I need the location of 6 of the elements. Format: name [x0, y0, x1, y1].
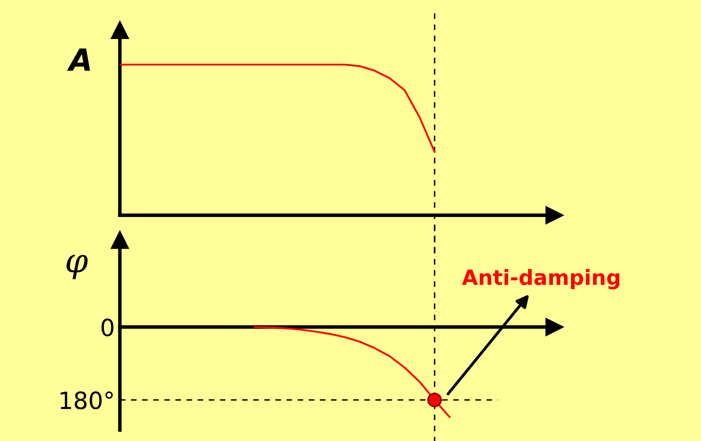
y-tick-label: 180° — [60, 391, 113, 410]
y-tick-label: 0 — [102, 318, 114, 336]
y-axis-title: φ — [66, 254, 88, 280]
line-series — [254, 326, 450, 418]
y-axis-title: A — [66, 48, 90, 71]
annotation: Anti-damping — [462, 268, 620, 290]
